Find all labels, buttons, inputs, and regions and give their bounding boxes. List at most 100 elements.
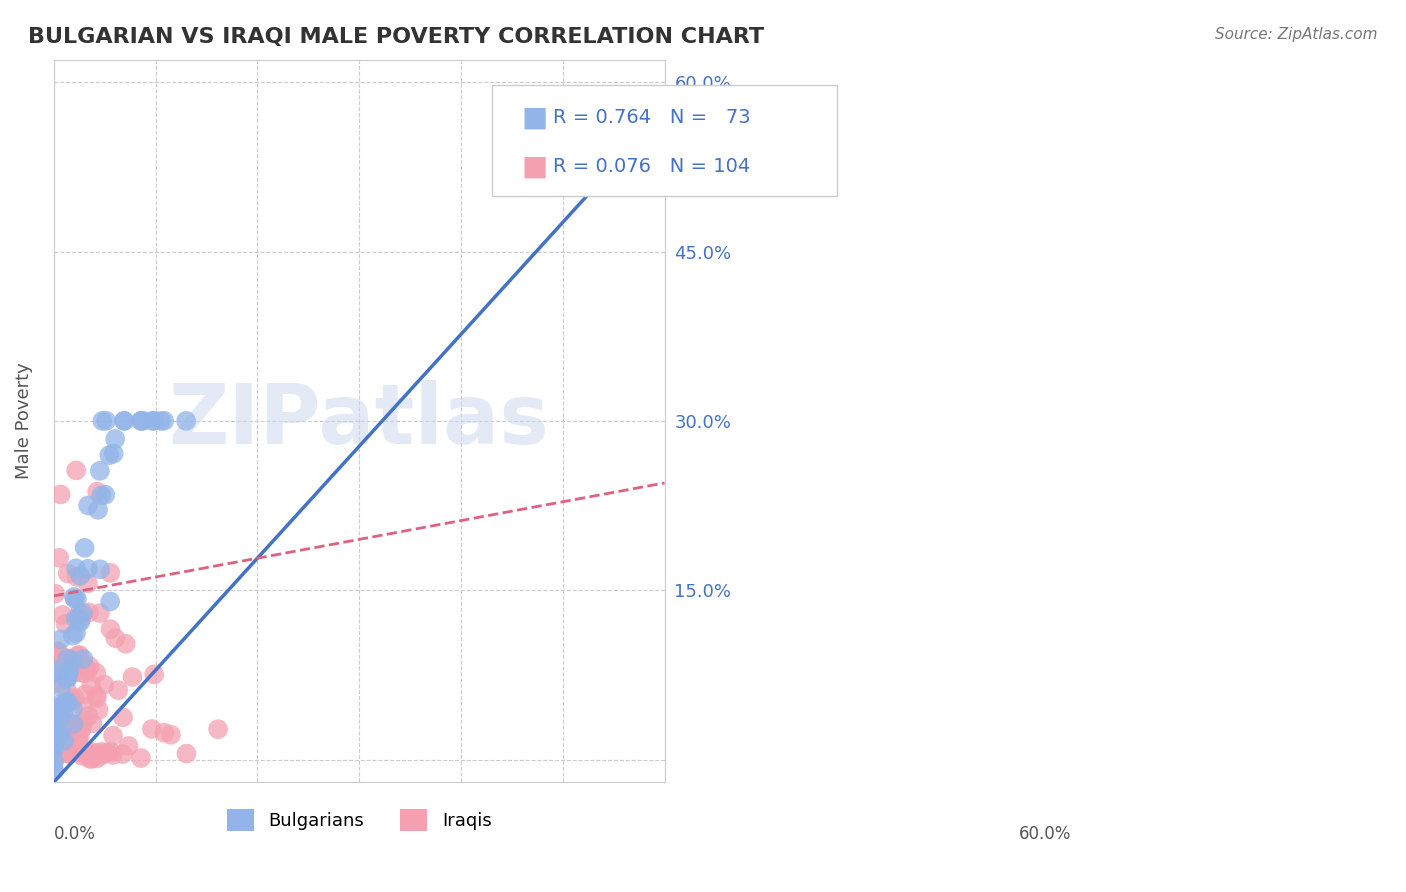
Point: [63, 590, 86, 604]
Point: [87, 503, 110, 517]
Text: 60.0%: 60.0%: [1019, 825, 1071, 844]
Point: [56, 694, 79, 708]
Point: [56, 651, 79, 665]
Point: [53, 699, 76, 714]
Point: [80, 678, 103, 692]
Point: [93, 677, 115, 691]
Point: [42, 740, 65, 755]
Point: [62, 717, 84, 731]
Point: [44, 650, 66, 665]
Point: [62, 629, 84, 643]
Point: [44, 747, 66, 762]
Point: [117, 739, 139, 753]
Point: [160, 728, 183, 742]
Point: [45, 726, 67, 740]
Text: R = 0.076   N = 104: R = 0.076 N = 104: [553, 157, 749, 176]
Point: [76, 664, 98, 678]
Point: [66, 723, 89, 738]
Point: [53, 710, 76, 724]
Point: [82, 716, 104, 731]
Point: [100, 745, 122, 759]
Point: [84, 689, 107, 703]
Point: [98, 566, 121, 580]
Point: [111, 710, 134, 724]
Point: [65, 626, 87, 640]
Point: [48, 666, 70, 681]
Point: [129, 414, 152, 428]
Point: [53, 746, 76, 760]
Point: [48, 725, 70, 739]
Point: [56, 672, 79, 686]
Point: [66, 591, 89, 606]
Point: [69, 615, 91, 629]
Point: [44, 745, 66, 759]
Point: [65, 463, 87, 477]
Text: ■: ■: [522, 104, 548, 132]
Point: [89, 606, 111, 620]
Point: [87, 703, 110, 717]
Point: [55, 616, 77, 631]
Point: [60, 723, 83, 738]
Point: [79, 745, 101, 759]
Point: [76, 562, 98, 576]
Point: [62, 701, 84, 715]
Point: [129, 751, 152, 765]
Point: [72, 652, 94, 666]
Point: [62, 692, 84, 706]
Point: [107, 683, 129, 698]
Point: [67, 611, 90, 625]
Point: [44, 731, 66, 745]
Point: [56, 669, 79, 683]
Point: [77, 709, 100, 723]
Point: [79, 752, 101, 766]
Point: [111, 747, 134, 761]
Point: [129, 414, 152, 428]
Point: [42, 712, 65, 726]
Point: [70, 722, 93, 736]
Point: [46, 644, 69, 658]
Point: [66, 570, 89, 584]
Point: [42, 762, 65, 776]
Point: [73, 666, 96, 681]
Point: [62, 655, 84, 669]
Point: [142, 414, 165, 428]
Point: [84, 665, 107, 680]
Point: [46, 730, 69, 744]
Point: [59, 731, 82, 746]
Point: [46, 723, 69, 738]
Point: [59, 717, 82, 731]
Point: [73, 714, 96, 729]
Point: [46, 645, 69, 659]
Point: [207, 723, 229, 737]
Point: [132, 414, 155, 428]
Point: [49, 747, 72, 761]
Point: [55, 723, 77, 738]
Point: [101, 747, 124, 762]
Point: [67, 731, 90, 746]
Point: [59, 747, 82, 761]
Point: [51, 607, 73, 622]
Point: [42, 728, 65, 742]
Point: [65, 561, 87, 575]
Text: 0.0%: 0.0%: [53, 825, 96, 844]
Point: [58, 747, 80, 761]
Point: [49, 680, 72, 694]
Point: [67, 745, 90, 759]
Text: ■: ■: [522, 153, 548, 180]
Point: [142, 414, 165, 428]
Point: [45, 715, 67, 730]
Point: [72, 743, 94, 757]
Point: [58, 651, 80, 665]
Point: [56, 671, 79, 685]
Point: [55, 696, 77, 710]
Point: [77, 606, 100, 620]
Point: [69, 612, 91, 626]
Point: [48, 731, 70, 745]
Point: [174, 414, 197, 428]
Point: [79, 659, 101, 673]
Point: [86, 484, 108, 499]
Point: [44, 747, 66, 762]
Point: [69, 665, 91, 680]
Point: [42, 663, 65, 677]
Point: [56, 696, 79, 710]
